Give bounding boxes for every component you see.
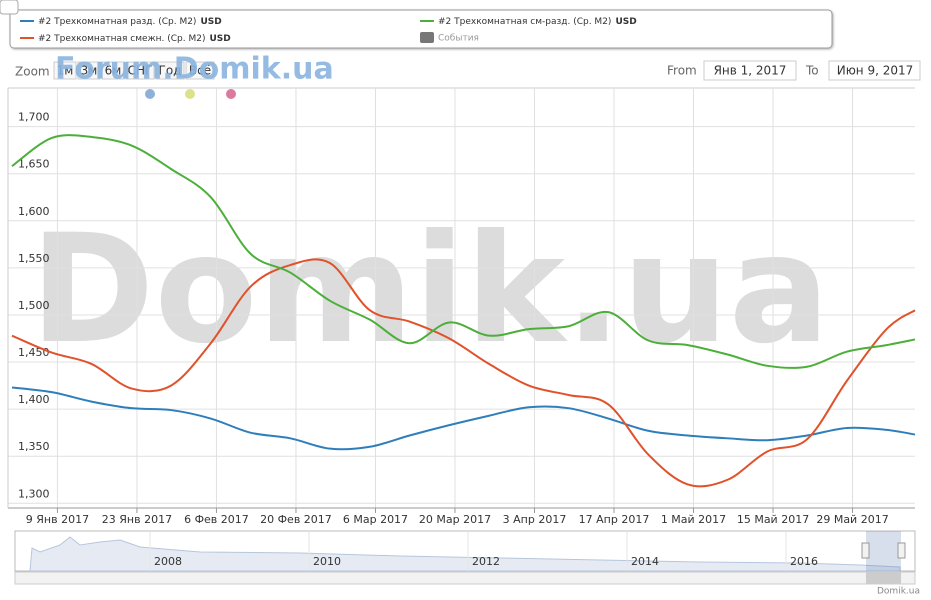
- legend-item[interactable]: События: [438, 34, 479, 44]
- legend-name: #2 Трехкомнатная см-разд. (Ср. M2): [438, 17, 611, 27]
- x-tick-label: 3 Апр 2017: [503, 513, 567, 526]
- to-label: To: [805, 64, 819, 78]
- x-tick-label: 23 Янв 2017: [102, 513, 172, 526]
- watermark-forum: Forum.Domik.ua: [55, 52, 334, 87]
- x-tick-label: 20 Мар 2017: [419, 513, 491, 526]
- to-input[interactable]: [828, 60, 921, 81]
- scrollbar[interactable]: [14, 571, 916, 585]
- watermark: Domik.ua: [30, 203, 830, 377]
- from-label: From: [667, 64, 697, 78]
- range-button[interactable]: [125, 61, 155, 80]
- credits: Domik.ua: [877, 587, 920, 597]
- x-tick-label: 29 Май 2017: [816, 513, 888, 526]
- marker-dot: [226, 89, 236, 99]
- y-tick-label: 1,300: [18, 487, 50, 500]
- range-button[interactable]: [185, 61, 215, 80]
- range-button-label: 6м: [105, 64, 122, 78]
- range-button-label: 1м: [57, 64, 74, 78]
- range-button-label: Всё: [189, 64, 211, 78]
- navigator-year: 2014: [631, 555, 659, 568]
- x-tick-label: 6 Мар 2017: [343, 513, 408, 526]
- legend-name: #2 Трехкомнатная смежн. (Ср. M2): [38, 34, 205, 44]
- y-tick-label: 1,650: [18, 158, 50, 171]
- zoom-label: Zoom: [15, 65, 50, 79]
- range-button[interactable]: [101, 61, 125, 80]
- series-line: [11, 134, 916, 370]
- legend-box: [9, 9, 833, 49]
- scrollbar-thumb[interactable]: [866, 572, 901, 584]
- navigator-year: 2008: [154, 555, 182, 568]
- navigator-handle[interactable]: [897, 542, 906, 559]
- legend-item[interactable]: #2 Трехкомнатная смежн. (Ср. M2) USD: [38, 34, 231, 44]
- range-button[interactable]: [155, 61, 185, 80]
- navigator-handle[interactable]: [861, 542, 870, 559]
- marker-dot: [145, 89, 155, 99]
- range-button[interactable]: [53, 61, 77, 80]
- y-tick-label: 1,550: [18, 252, 50, 265]
- from-value: Янв 1, 2017: [714, 64, 787, 78]
- range-button-label: 3м: [81, 64, 98, 78]
- legend-name: #2 Трехкомнатная разд. (Ср. M2): [38, 17, 196, 27]
- legend-currency: USD: [209, 34, 230, 44]
- x-tick-label: 15 Май 2017: [737, 513, 809, 526]
- y-tick-label: 1,450: [18, 346, 50, 359]
- to-value: Июн 9, 2017: [837, 64, 914, 78]
- watermark-layer: Domik.ua: [30, 203, 830, 377]
- range-button-label: СНГ: [128, 64, 153, 78]
- navigator-mask: [866, 531, 901, 571]
- y-tick-label: 1,600: [18, 205, 50, 218]
- range-button[interactable]: [77, 61, 101, 80]
- legend-item[interactable]: #2 Трехкомнатная см-разд. (Ср. M2) USD: [438, 17, 637, 27]
- range-buttons: 1м 3м 6м СНГ Год Всё: [53, 61, 215, 80]
- series-line: [11, 386, 916, 451]
- x-tick-label: 20 Фев 2017: [260, 513, 332, 526]
- from-input[interactable]: [703, 60, 797, 81]
- navigator-year: 2016: [790, 555, 818, 568]
- legend-symbol: [420, 32, 434, 43]
- export-button[interactable]: [0, 0, 19, 15]
- navigator-years: 2008 2010 2012 2014 2016: [149, 531, 818, 571]
- navigator-year: 2012: [472, 555, 500, 568]
- navigator: 2008 2010 2012 2014 2016: [14, 530, 916, 585]
- navigator-area: [29, 536, 901, 572]
- legend: #2 Трехкомнатная разд. (Ср. M2) USD#2 Тре…: [20, 17, 637, 44]
- y-tick-label: 1,400: [18, 393, 50, 406]
- range-button-label: Год: [159, 64, 182, 78]
- x-tick-label: 1 Май 2017: [661, 513, 726, 526]
- series-line: [11, 258, 916, 488]
- legend-currency: USD: [615, 17, 636, 27]
- x-tick-label: 9 Янв 2017: [26, 513, 89, 526]
- legend-item[interactable]: #2 Трехкомнатная разд. (Ср. M2) USD: [38, 17, 222, 27]
- x-tick-label: 17 Апр 2017: [579, 513, 650, 526]
- y-tick-label: 1,700: [18, 111, 50, 124]
- x-tick-label: 6 Фев 2017: [184, 513, 249, 526]
- y-tick-label: 1,500: [18, 299, 50, 312]
- navigator-year: 2010: [313, 555, 341, 568]
- y-tick-label: 1,350: [18, 440, 50, 453]
- marker-dot: [185, 89, 195, 99]
- legend-currency: USD: [200, 17, 221, 27]
- plot: 1,300 1,350 1,400 1,450 1,500 1,550 1,600 1,650…: [7, 87, 916, 526]
